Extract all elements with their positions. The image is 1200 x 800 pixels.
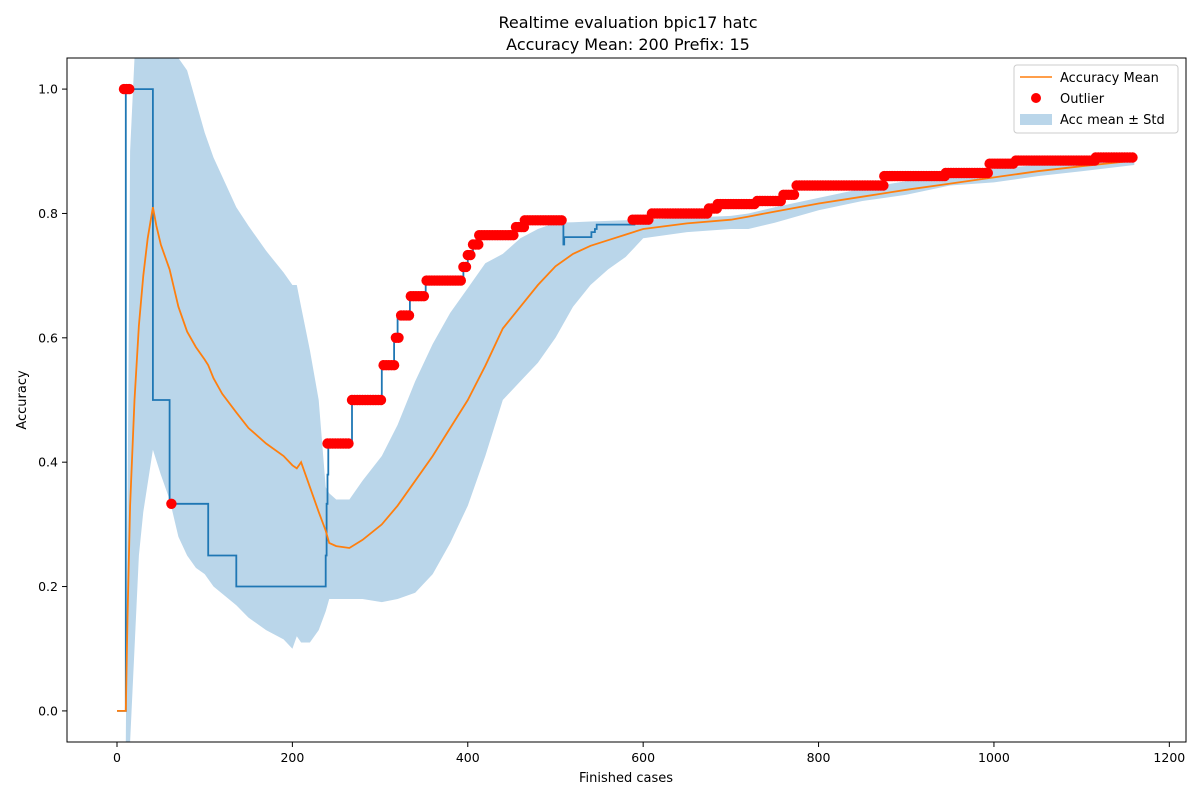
outlier-point xyxy=(388,360,400,371)
x-tick-label: 200 xyxy=(280,750,304,765)
outlier-points xyxy=(118,83,1138,509)
x-tick-label: 1000 xyxy=(978,750,1010,765)
x-tick-label: 0 xyxy=(113,750,121,765)
y-tick-label: 1.0 xyxy=(38,82,58,97)
outlier-point xyxy=(166,498,177,509)
x-axis-label: Finished cases xyxy=(579,771,673,786)
accuracy-mean-line xyxy=(117,159,1135,712)
y-axis-label: Accuracy xyxy=(15,370,30,430)
outlier-point xyxy=(393,332,404,343)
y-tick-label: 0.0 xyxy=(38,703,58,718)
y-tick-label: 0.8 xyxy=(38,206,58,221)
outlier-point xyxy=(473,239,484,250)
outlier-point xyxy=(418,291,430,302)
y-axis: 0.0 0.2 0.4 0.6 0.8 1.0 xyxy=(38,82,67,718)
y-tick-label: 0.4 xyxy=(38,455,58,470)
outlier-point xyxy=(375,394,387,406)
y-tick-label: 0.2 xyxy=(38,579,58,594)
outlier-point xyxy=(982,167,993,179)
x-tick-label: 800 xyxy=(807,750,831,765)
outlier-point xyxy=(460,261,472,273)
chart-subtitle: Accuracy Mean: 200 Prefix: 15 xyxy=(506,35,750,54)
x-axis: 0 200 400 600 800 1000 1200 xyxy=(113,742,1185,765)
outlier-point xyxy=(455,275,466,286)
outlier-point xyxy=(556,215,567,226)
outlier-point xyxy=(403,310,415,321)
legend-label-outlier: Outlier xyxy=(1060,92,1105,107)
plot-frame xyxy=(66,57,1187,743)
legend-swatch-band xyxy=(1020,114,1052,125)
std-band xyxy=(125,58,1135,742)
chart-title: Realtime evaluation bpic17 hatc xyxy=(499,13,758,32)
outlier-point xyxy=(124,83,135,95)
outlier-point xyxy=(508,230,519,241)
legend-label-band: Acc mean ± Std xyxy=(1060,113,1165,128)
y-tick-label: 0.6 xyxy=(38,330,58,345)
outlier-point xyxy=(465,249,476,261)
outlier-point xyxy=(343,438,354,449)
legend-swatch-outlier xyxy=(1031,93,1041,103)
outlier-point xyxy=(878,180,889,191)
x-tick-label: 600 xyxy=(631,750,655,765)
x-tick-label: 400 xyxy=(456,750,480,765)
x-tick-label: 1200 xyxy=(1153,750,1185,765)
legend: Accuracy Mean Outlier Acc mean ± Std xyxy=(1013,64,1179,134)
outlier-point xyxy=(1127,152,1138,163)
legend-label-mean: Accuracy Mean xyxy=(1060,71,1159,86)
legend-box xyxy=(1013,64,1179,134)
outlier-point xyxy=(788,189,800,200)
plot-area xyxy=(117,58,1138,742)
